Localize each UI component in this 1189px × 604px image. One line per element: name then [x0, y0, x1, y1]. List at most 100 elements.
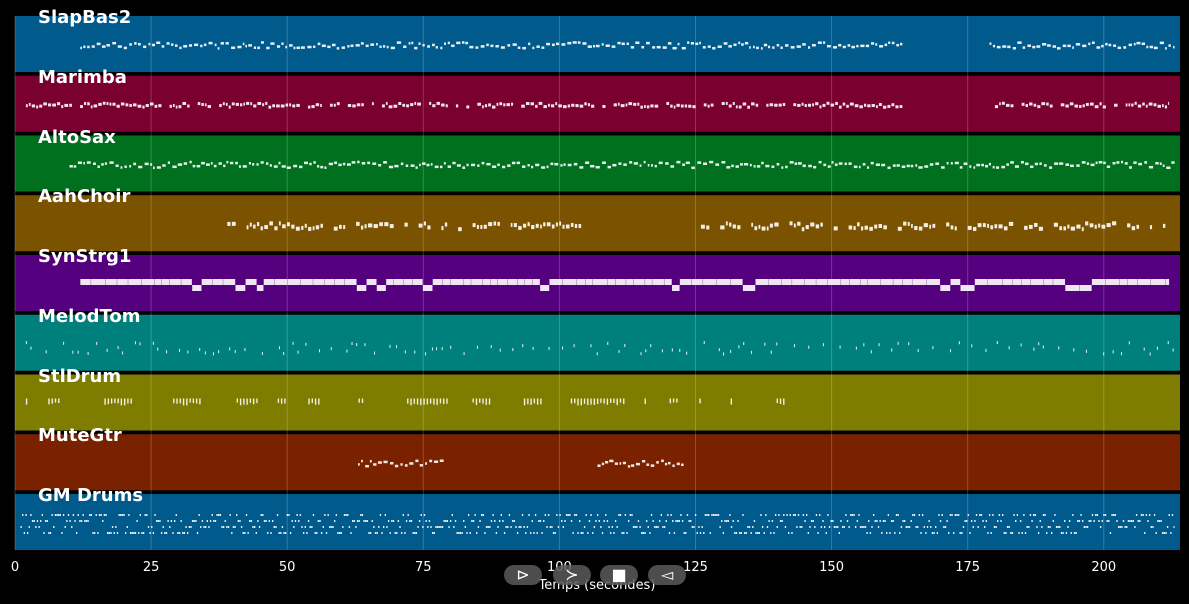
- note: [368, 223, 373, 228]
- note: [1131, 103, 1134, 107]
- stop-button[interactable]: ■: [600, 565, 638, 585]
- note: [46, 520, 48, 522]
- note: [865, 44, 870, 48]
- note: [754, 226, 758, 231]
- back-button[interactable]: ◅: [648, 565, 686, 585]
- note: [747, 526, 749, 528]
- note: [1155, 532, 1157, 534]
- note: [201, 279, 213, 285]
- note: [1124, 526, 1126, 528]
- note: [237, 520, 240, 522]
- note: [257, 520, 259, 522]
- note: [189, 160, 192, 164]
- track-label: AahChoir: [38, 186, 131, 208]
- play-button[interactable]: ⊳: [504, 565, 542, 585]
- note: [396, 41, 402, 44]
- note: [485, 398, 487, 406]
- note: [1059, 226, 1063, 231]
- note: [812, 103, 815, 107]
- note: [535, 223, 539, 228]
- note: [523, 398, 526, 406]
- note: [663, 526, 666, 528]
- note: [61, 532, 63, 534]
- note: [742, 285, 756, 291]
- note: [465, 41, 469, 45]
- note: [901, 165, 906, 169]
- note: [418, 520, 421, 522]
- note: [1011, 532, 1014, 534]
- note: [285, 103, 289, 107]
- note: [1076, 224, 1081, 229]
- note: [625, 103, 628, 107]
- note: [565, 224, 570, 229]
- note: [734, 532, 736, 534]
- note: [413, 398, 415, 404]
- note: [495, 532, 498, 534]
- note: [903, 221, 907, 226]
- note: [374, 351, 376, 355]
- note: [315, 103, 320, 107]
- note: [383, 161, 387, 164]
- note: [110, 398, 113, 404]
- note: [863, 103, 867, 107]
- note: [688, 104, 692, 108]
- note: [765, 164, 770, 168]
- note: [583, 526, 586, 528]
- note: [555, 102, 558, 106]
- note: [1033, 514, 1035, 516]
- note: [1137, 279, 1151, 285]
- note: [706, 514, 708, 516]
- note: [596, 352, 598, 356]
- note: [783, 514, 785, 516]
- note: [740, 532, 743, 534]
- note: [311, 105, 315, 109]
- note: [298, 520, 300, 522]
- note: [970, 520, 973, 522]
- note: [846, 520, 849, 522]
- note: [187, 104, 190, 108]
- note: [402, 514, 404, 516]
- note: [792, 279, 805, 285]
- note: [969, 532, 971, 534]
- note: [366, 520, 369, 522]
- note: [676, 160, 681, 164]
- note: [915, 164, 918, 167]
- note: [492, 514, 494, 516]
- note: [423, 221, 427, 226]
- note: [1075, 43, 1081, 46]
- x-tick-label: 200: [1091, 560, 1117, 575]
- note: [1113, 514, 1115, 516]
- note: [1105, 42, 1108, 46]
- note: [361, 103, 364, 107]
- note: [165, 532, 168, 534]
- note: [948, 532, 950, 534]
- track-notes: [25, 398, 785, 406]
- note: [587, 532, 589, 534]
- note: [141, 279, 155, 285]
- note: [156, 166, 161, 169]
- note: [758, 224, 761, 229]
- note: [446, 520, 449, 522]
- note: [351, 520, 354, 522]
- note: [54, 514, 57, 516]
- note: [1006, 163, 1010, 166]
- note: [913, 514, 916, 516]
- note: [69, 103, 72, 107]
- note: [875, 43, 878, 46]
- note: [1133, 161, 1137, 164]
- note: [218, 350, 220, 354]
- note: [495, 44, 499, 48]
- note: [1171, 161, 1175, 164]
- note: [429, 398, 432, 404]
- forward-button[interactable]: ≻: [553, 565, 591, 585]
- note: [685, 532, 687, 534]
- note: [192, 398, 195, 404]
- note: [223, 164, 226, 168]
- note: [1042, 345, 1044, 349]
- note: [166, 350, 168, 354]
- note: [124, 532, 127, 534]
- note: [507, 44, 511, 47]
- note: [730, 349, 732, 353]
- note: [441, 347, 443, 351]
- note: [557, 526, 560, 528]
